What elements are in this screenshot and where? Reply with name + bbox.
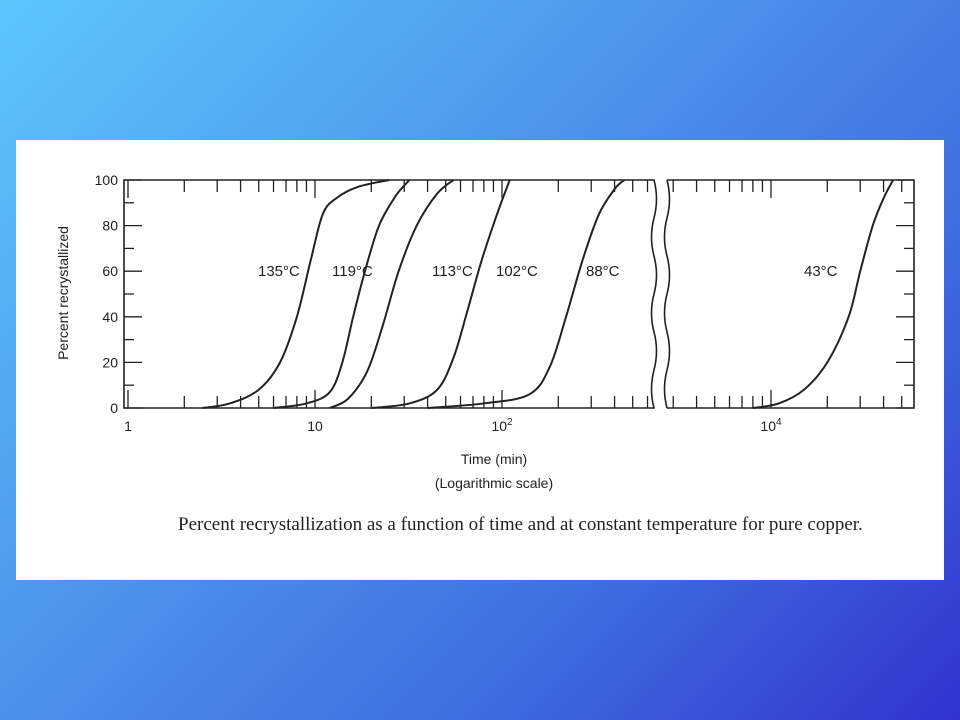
x-axis-label: Time (min) <box>461 451 527 467</box>
plot-frame-left <box>123 179 658 409</box>
y-tick-label: 60 <box>102 263 118 279</box>
y-tick-label: 40 <box>102 309 118 325</box>
y-tick-label: 0 <box>110 400 118 416</box>
series-label-3: 102°C <box>496 263 538 280</box>
series-label-5: 43°C <box>804 263 838 280</box>
series-label-4: 88°C <box>586 263 620 280</box>
x-tick-label: 102 <box>491 417 513 434</box>
series-curve-5 <box>752 179 895 409</box>
series-label-2: 113°C <box>432 263 473 280</box>
x-tick-label: 10 <box>307 418 323 434</box>
y-tick-label: 80 <box>102 218 118 234</box>
x-tick-label: 104 <box>760 417 782 434</box>
series-label-0: 135°C <box>258 263 300 280</box>
y-tick-label: 20 <box>102 354 118 370</box>
series-curve-3 <box>371 179 511 409</box>
axis-break-mark <box>663 179 671 409</box>
y-axis-label: Percent recrystallized <box>55 226 71 360</box>
recrystallization-chart: 0 20 40 60 80 100 1 10 102 104 135°C 119°C 113°C 102°… <box>55 172 915 491</box>
series-label-1: 119°C <box>332 263 373 280</box>
x-tick-label: 1 <box>124 418 132 434</box>
series-curve-1 <box>273 179 411 409</box>
series-curve-4 <box>427 179 625 409</box>
series-curve-2 <box>329 179 455 409</box>
y-tick-label: 100 <box>95 172 119 188</box>
x-axis-sublabel: (Logarithmic scale) <box>435 475 553 491</box>
figure-caption: Percent recrystallization as a function … <box>178 514 863 535</box>
figure-panel: 0 20 40 60 80 100 1 10 102 104 135°C 119°C 113°C 102°… <box>16 140 944 580</box>
series-curve-0 <box>202 179 390 409</box>
